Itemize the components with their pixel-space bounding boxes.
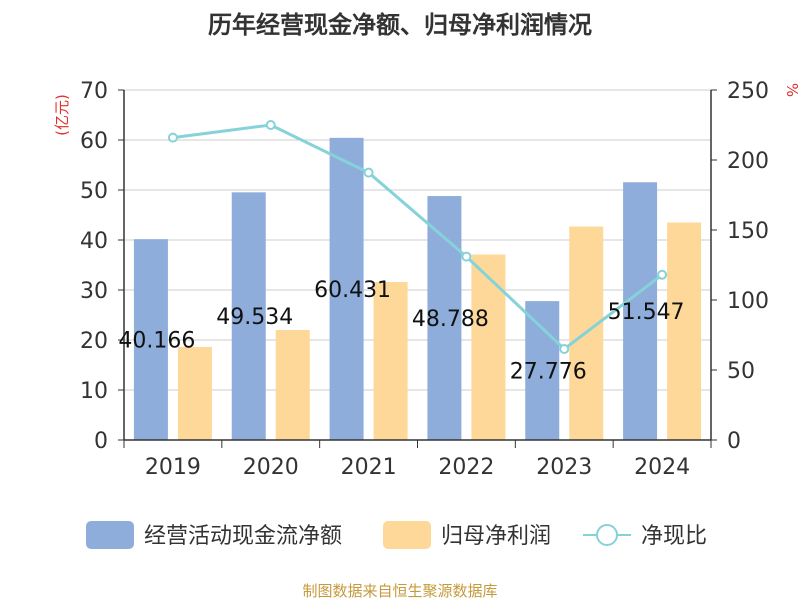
net-cash-ratio-line-group <box>167 120 668 354</box>
chart-title: 历年经营现金净额、归母净利润情况 <box>208 11 592 39</box>
source-note: 制图数据来自恒生聚源数据库 <box>302 582 497 600</box>
x-tick-label: 2019 <box>145 455 201 480</box>
bar-operating-cash[interactable] <box>231 192 266 440</box>
right-axis-label: % <box>783 83 800 97</box>
legend-swatch-net-profit <box>383 521 431 549</box>
bar-net-profit[interactable] <box>667 222 702 441</box>
right-tick-label: 50 <box>727 359 755 384</box>
left-tick-label: 60 <box>80 129 108 154</box>
left-tick-label: 70 <box>80 79 108 104</box>
data-label-operating-cash: 51.547 <box>608 300 685 325</box>
right-tick-label: 150 <box>727 219 769 244</box>
data-label-operating-cash: 40.166 <box>118 329 195 354</box>
x-tick-label: 2020 <box>243 455 299 480</box>
net-cash-ratio-line <box>172 123 663 351</box>
left-tick-label: 40 <box>80 229 108 254</box>
x-tick-label: 2021 <box>341 455 397 480</box>
data-label-operating-cash: 49.534 <box>216 305 293 330</box>
bar-net-profit[interactable] <box>275 330 310 440</box>
net-cash-ratio-point[interactable] <box>265 120 276 130</box>
legend-item-net-profit[interactable]: 归母净利润 <box>383 521 551 549</box>
left-tick-label: 30 <box>80 279 108 304</box>
net-cash-ratio-point[interactable] <box>167 132 178 143</box>
bar-net-profit[interactable] <box>373 282 408 440</box>
right-tick-label: 250 <box>727 79 769 104</box>
legend-label-operating-cash: 经营活动现金流净额 <box>144 524 342 549</box>
bar-operating-cash[interactable] <box>623 182 658 440</box>
legend-swatch-operating-cash <box>86 521 134 549</box>
legend-item-operating-cash[interactable]: 经营活动现金流净额 <box>86 521 342 549</box>
net-cash-ratio-point[interactable] <box>559 344 570 354</box>
x-tick-label: 2022 <box>438 455 494 480</box>
right-tick-label: 0 <box>727 429 741 454</box>
right-tick-label: 100 <box>727 289 769 314</box>
left-tick-label: 0 <box>94 429 108 454</box>
data-label-operating-cash: 60.431 <box>314 278 391 303</box>
left-axis-label: (亿元) <box>53 94 71 136</box>
legend: 经营活动现金流净额 归母净利润 净现比 <box>86 521 707 549</box>
net-cash-ratio-point[interactable] <box>461 251 472 262</box>
right-tick-label: 200 <box>727 149 769 174</box>
net-cash-ratio-point[interactable] <box>363 167 374 178</box>
bar-net-profit[interactable] <box>177 347 212 440</box>
gridlines <box>124 89 711 391</box>
left-tick-label: 20 <box>80 329 108 354</box>
legend-label-net-cash-ratio: 净现比 <box>641 524 707 549</box>
left-tick-label: 10 <box>80 379 108 404</box>
legend-marker-net-cash-ratio <box>596 524 618 546</box>
axes: 0 10 20 30 40 50 60 70 0 50 100 150 200 250 2019 2020 20… <box>80 79 769 480</box>
bar-operating-cash[interactable] <box>329 137 364 440</box>
legend-item-net-cash-ratio[interactable]: 净现比 <box>583 524 707 549</box>
data-labels: 40.166 49.534 60.431 48.788 27.776 51.547 <box>118 278 684 385</box>
bar-net-profit[interactable] <box>471 254 506 441</box>
x-tick-label: 2023 <box>536 455 592 480</box>
net-cash-ratio-point[interactable] <box>657 269 668 280</box>
bars <box>133 137 702 441</box>
bar-operating-cash[interactable] <box>133 239 168 440</box>
bar-operating-cash[interactable] <box>525 301 560 440</box>
x-tick-label: 2024 <box>634 455 690 480</box>
legend-label-net-profit: 归母净利润 <box>441 524 551 549</box>
data-label-operating-cash: 27.776 <box>510 360 587 385</box>
data-label-operating-cash: 48.788 <box>412 307 489 332</box>
left-tick-label: 50 <box>80 179 108 204</box>
